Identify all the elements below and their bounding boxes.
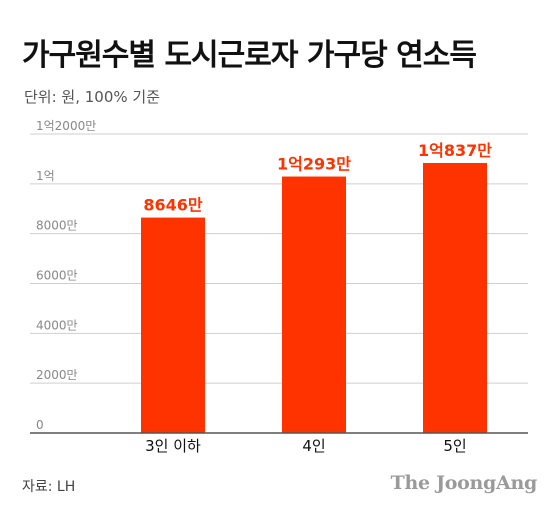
bar	[141, 217, 205, 433]
brand-logo: The JoongAng	[390, 472, 538, 494]
y-tick-label: 8000만	[36, 219, 78, 233]
data-label: 1억837만	[418, 141, 492, 160]
x-tick-label: 4인	[302, 437, 325, 455]
y-tick-label: 4000만	[36, 318, 78, 332]
data-label: 8646만	[143, 196, 203, 215]
data-label: 1억293만	[277, 155, 351, 174]
bar	[423, 162, 487, 433]
y-tick-label: 6000만	[36, 269, 78, 283]
chart-title: 가구원수별 도시근로자 가구당 연소득	[22, 38, 477, 73]
y-tick-label: 1억2000만	[36, 119, 96, 133]
source-note: 자료: LH	[22, 479, 76, 495]
chart-subtitle: 단위: 원, 100% 기준	[24, 88, 161, 106]
x-tick-label: 3인 이하	[145, 437, 201, 455]
bar	[282, 176, 346, 433]
x-tick-label: 5인	[443, 437, 466, 455]
y-tick-label: 0	[36, 418, 44, 432]
y-tick-label: 2000만	[36, 368, 78, 382]
y-tick-label: 1억	[36, 169, 55, 183]
